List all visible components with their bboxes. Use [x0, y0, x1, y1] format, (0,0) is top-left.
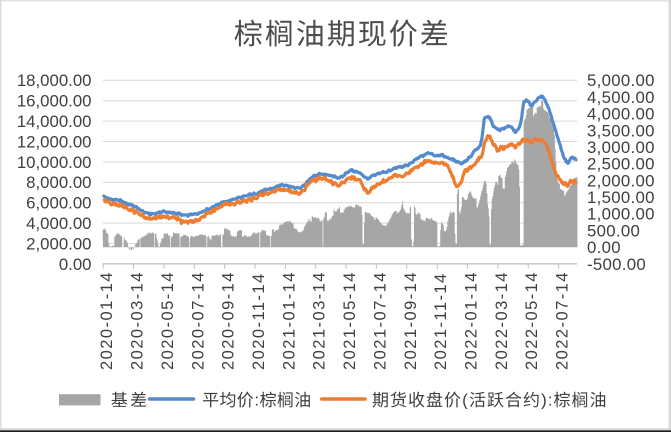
- svg-text:2021-01-14: 2021-01-14: [280, 271, 298, 370]
- svg-text:1,000.00: 1,000.00: [587, 205, 655, 224]
- svg-text:8,000.00: 8,000.00: [26, 173, 91, 192]
- svg-text:4,000.00: 4,000.00: [587, 105, 655, 124]
- svg-text:2,000.00: 2,000.00: [587, 171, 655, 190]
- svg-text:2020-03-14: 2020-03-14: [129, 271, 147, 370]
- svg-text:2021-03-14: 2021-03-14: [311, 271, 329, 370]
- svg-text:16,000.00: 16,000.00: [17, 92, 92, 111]
- svg-text:12,000.00: 12,000.00: [17, 132, 92, 151]
- svg-text:2020-09-14: 2020-09-14: [220, 271, 238, 370]
- svg-text::: :: [548, 391, 553, 410]
- svg-text:2022-07-14: 2022-07-14: [554, 271, 572, 370]
- svg-text:2021-09-14: 2021-09-14: [402, 271, 420, 370]
- svg-text:2,000.00: 2,000.00: [26, 234, 91, 253]
- svg-text:-500.00: -500.00: [587, 255, 646, 274]
- svg-text:(: (: [462, 391, 468, 410]
- svg-text:5,000.00: 5,000.00: [587, 71, 655, 90]
- svg-text:3,000.00: 3,000.00: [587, 138, 655, 157]
- svg-text:2022-03-14: 2022-03-14: [493, 271, 511, 370]
- svg-text:500.00: 500.00: [587, 221, 640, 240]
- svg-text:4,000.00: 4,000.00: [26, 214, 91, 233]
- svg-text:2021-05-14: 2021-05-14: [341, 271, 359, 370]
- svg-text:4,500.00: 4,500.00: [587, 88, 655, 107]
- svg-text:10,000.00: 10,000.00: [17, 153, 92, 172]
- svg-text:2021-11-14: 2021-11-14: [432, 272, 450, 370]
- svg-text:2022-01-14: 2022-01-14: [463, 271, 481, 370]
- svg-text:2021-07-14: 2021-07-14: [371, 271, 389, 370]
- svg-text:2020-05-14: 2020-05-14: [159, 271, 177, 370]
- svg-text::: :: [254, 391, 259, 410]
- svg-text:2022-05-14: 2022-05-14: [523, 271, 541, 370]
- svg-text:1,500.00: 1,500.00: [587, 188, 655, 207]
- svg-text:3,500.00: 3,500.00: [587, 121, 655, 140]
- svg-text:2,500.00: 2,500.00: [587, 155, 655, 174]
- svg-text:18,000.00: 18,000.00: [17, 71, 92, 90]
- svg-text:0.00: 0.00: [587, 238, 621, 257]
- svg-text:0.00: 0.00: [59, 255, 92, 274]
- svg-text:2020-11-14: 2020-11-14: [250, 272, 268, 370]
- svg-text:2020-01-14: 2020-01-14: [98, 271, 116, 370]
- svg-text:2020-07-14: 2020-07-14: [189, 271, 207, 370]
- svg-text:): ): [541, 391, 547, 410]
- svg-text:14,000.00: 14,000.00: [17, 112, 92, 131]
- svg-text:6,000.00: 6,000.00: [26, 194, 91, 213]
